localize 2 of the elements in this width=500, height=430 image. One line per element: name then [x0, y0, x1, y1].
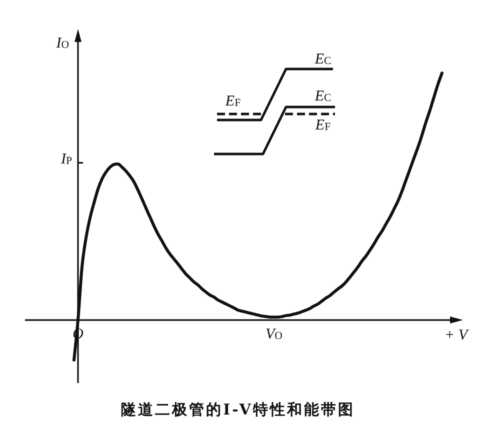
x-axis-title: + V	[444, 328, 468, 344]
text: 隧道二极管的I-V特性和能带图	[121, 400, 355, 418]
